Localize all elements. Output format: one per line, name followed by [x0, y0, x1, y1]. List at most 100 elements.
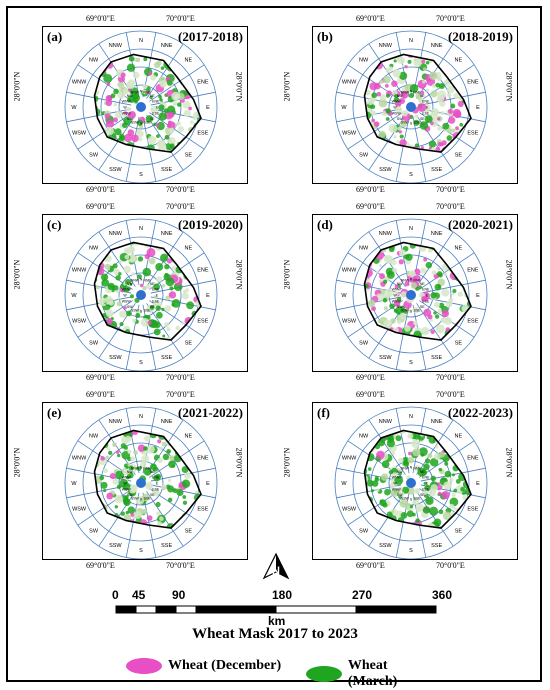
scale-segment: [135, 605, 157, 614]
district-boundary: [363, 241, 472, 341]
map-frame: N NNE NE ENE E ESE SE SSE S SSW SW WSW W WNW NW NNW N NNE…: [312, 402, 518, 560]
legend-swatch-march: [306, 666, 342, 682]
inner-direction-label: SW: [127, 117, 133, 121]
inner-direction-label: N: [410, 90, 413, 94]
direction-label: ENE: [197, 455, 209, 461]
lat-tick-left: 28°0'0"N: [12, 447, 22, 478]
direction-label: N: [409, 226, 413, 232]
direction-label: N: [409, 38, 413, 44]
legend-item-december: Wheat (December): [126, 658, 281, 674]
direction-label: NW: [359, 58, 369, 64]
inner-direction-label: ENE: [152, 287, 160, 291]
inner-direction-label: NNW: [131, 91, 140, 95]
inner-direction-label: E: [426, 482, 429, 486]
lon-tick-bottom-2: 70°0'0"E: [436, 561, 465, 570]
inner-direction-label: W: [123, 482, 127, 486]
inner-direction-label: SSW: [401, 496, 410, 500]
direction-label: SSE: [161, 355, 172, 361]
direction-label: E: [206, 481, 210, 487]
panel-letter: (d): [317, 217, 333, 232]
panel-years: (2017-2018): [178, 29, 243, 44]
direction-label: W: [341, 105, 347, 111]
direction-label: ESE: [197, 507, 208, 513]
direction-label: ESE: [467, 131, 478, 137]
inner-direction-label: WSW: [392, 112, 402, 116]
direction-label: NE: [455, 246, 463, 252]
inner-direction-label: E: [156, 294, 159, 298]
panel-years: (2021-2022): [178, 405, 243, 420]
legend-swatch-december: [126, 658, 162, 674]
legend-label-december: Wheat (December): [168, 658, 282, 673]
inner-direction-label: WSW: [122, 112, 132, 116]
direction-label: N: [139, 414, 143, 420]
map-panel: N NNE NE ENE E ESE SE SSE S SSW SW WSW W WNW NW NNW N NNE…: [12, 14, 252, 194]
scale-segment: [115, 605, 137, 614]
direction-label: E: [206, 105, 210, 111]
inner-direction-label: S: [140, 498, 143, 502]
inner-direction-label: NNE: [413, 279, 421, 283]
direction-label: WNW: [342, 455, 357, 461]
scale-segment: [275, 605, 357, 614]
direction-label: E: [476, 105, 480, 111]
center-point: [136, 290, 146, 300]
lon-tick-bottom-2: 70°0'0"E: [436, 373, 465, 382]
lon-tick-top-2: 70°0'0"E: [166, 390, 195, 399]
inner-direction-label: SSW: [131, 120, 140, 124]
lon-tick-top-1: 69°0'0"E: [356, 390, 385, 399]
direction-label: W: [341, 293, 347, 299]
lon-tick-top-1: 69°0'0"E: [86, 390, 115, 399]
direction-label: SSE: [431, 355, 442, 361]
inner-direction-label: WSW: [392, 300, 402, 304]
panel-years: (2019-2020): [178, 217, 243, 232]
direction-label: NNE: [431, 419, 443, 425]
inner-direction-label: WSW: [392, 488, 402, 492]
inner-direction-label: NW: [127, 282, 134, 286]
inner-direction-label: ENE: [152, 99, 160, 103]
legend-item-march: Wheat (March): [306, 658, 440, 690]
direction-label: NNW: [379, 43, 393, 49]
direction-label: S: [139, 548, 143, 554]
inner-direction-label: S: [410, 310, 413, 314]
panel-years: (2018-2019): [448, 29, 513, 44]
inner-direction-label: SW: [397, 305, 403, 309]
district-boundary: [93, 241, 202, 341]
inner-direction-label: NW: [397, 470, 404, 474]
inner-direction-label: WNW: [122, 287, 132, 291]
svg-text:N: N: [272, 565, 280, 577]
direction-label: SSW: [109, 167, 122, 173]
scale-label: 0: [112, 588, 119, 602]
direction-label: SW: [89, 340, 99, 346]
inner-direction-label: W: [393, 482, 397, 486]
direction-label: SE: [455, 340, 463, 346]
inner-direction-label: ESE: [152, 488, 160, 492]
scale-segment: [175, 605, 197, 614]
direction-label: W: [341, 481, 347, 487]
inner-direction-label: NNW: [401, 91, 410, 95]
panel-letter: (f): [317, 405, 330, 420]
direction-label: ENE: [467, 79, 479, 85]
direction-label: NE: [185, 246, 193, 252]
inner-direction-label: ESE: [422, 112, 430, 116]
inner-direction-label: SSE: [144, 496, 152, 500]
inner-direction-label: SSE: [144, 120, 152, 124]
inner-direction-label: SE: [420, 117, 425, 121]
inner-direction-label: N: [410, 278, 413, 282]
scale-label: 360: [432, 588, 453, 602]
center-point: [136, 478, 146, 488]
lat-tick-left: 28°0'0"N: [12, 71, 22, 102]
direction-label: WNW: [72, 455, 87, 461]
scale-unit: km: [268, 614, 286, 628]
direction-label: SSW: [109, 543, 122, 549]
inner-direction-label: NNE: [143, 467, 151, 471]
direction-label: NE: [185, 434, 193, 440]
direction-label: NW: [89, 434, 99, 440]
inner-direction-label: SSW: [401, 120, 410, 124]
direction-label: NNE: [431, 43, 443, 49]
inner-direction-label: NW: [397, 282, 404, 286]
inner-direction-label: SW: [127, 493, 133, 497]
inner-direction-label: WNW: [122, 475, 132, 479]
figure-frame: [6, 6, 542, 682]
district-boundary: [93, 53, 202, 153]
